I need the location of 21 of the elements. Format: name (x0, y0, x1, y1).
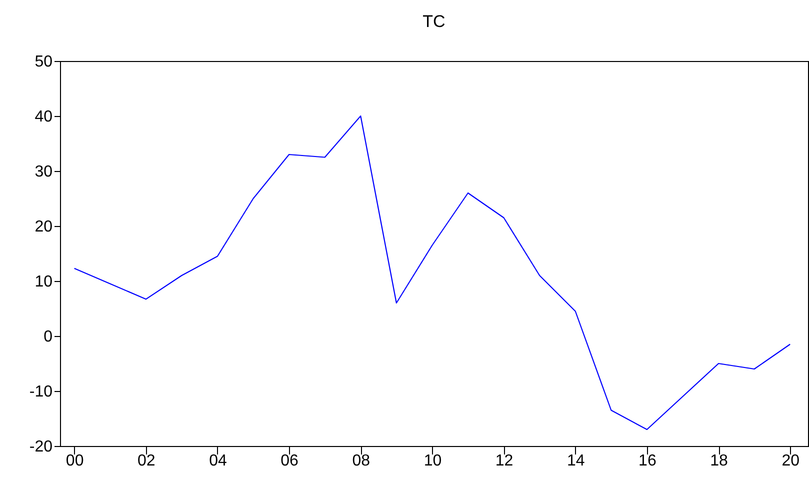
y-tick-label: 0 (44, 328, 53, 346)
x-tick-label: 00 (66, 452, 84, 470)
x-tick-label: 02 (137, 452, 156, 470)
x-tick-label: 14 (566, 452, 585, 470)
chart-title: TC (422, 12, 446, 31)
x-tick-label: 08 (352, 452, 370, 470)
y-tick-label: -20 (29, 438, 53, 456)
y-tick-label: 20 (34, 218, 53, 236)
y-tick-label: 40 (34, 108, 53, 126)
y-tick-label: 30 (34, 164, 53, 180)
x-tick-label: 18 (710, 452, 728, 470)
x-tick-label: 04 (209, 452, 227, 470)
x-tick-label: 10 (424, 452, 442, 470)
x-tick-label: 20 (782, 452, 800, 470)
y-tick-label: 50 (34, 54, 53, 70)
x-tick-label: 16 (638, 452, 656, 470)
x-tick-label: 06 (280, 452, 299, 470)
line-series (74, 115, 791, 430)
y-tick-label: -10 (29, 384, 53, 400)
x-tick-label: 12 (495, 452, 514, 470)
y-tick-label: 10 (34, 274, 53, 290)
